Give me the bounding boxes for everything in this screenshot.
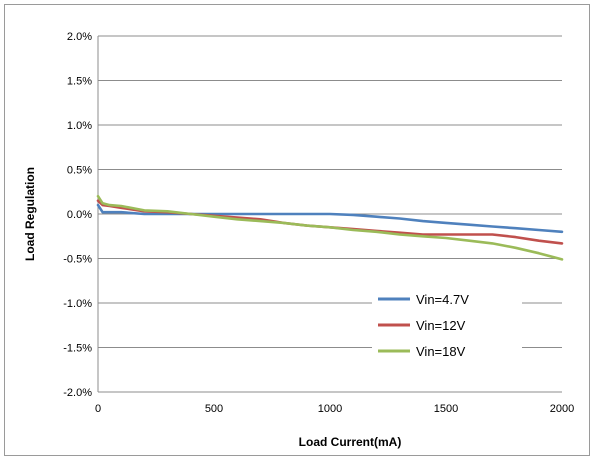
series-line (96, 199, 564, 245)
legend: Vin=4.7V Vin=12V Vin=18V (372, 285, 522, 371)
y-tick-label: 1.0% (67, 120, 92, 132)
series-line (96, 203, 564, 234)
y-tick-label: 0.0% (67, 209, 92, 221)
y-tick-label: -0.5% (63, 254, 92, 266)
y-axis-title: Load Regulation (23, 167, 37, 261)
x-axis-title: Load Current(mA) (299, 435, 402, 449)
y-tick-label: 0.5% (67, 165, 92, 177)
legend-label: Vin=4.7V (416, 292, 469, 307)
chart-frame (4, 4, 590, 456)
x-tick-labels: 0 500 1000 1500 2000 (95, 403, 574, 415)
y-tick-label: -1.5% (63, 343, 92, 355)
legend-label: Vin=18V (416, 344, 466, 359)
series-line (96, 194, 564, 261)
y-tick-label: 1.5% (67, 76, 92, 88)
x-tick-label: 1000 (318, 403, 342, 415)
y-tick-label: -1.0% (63, 298, 92, 310)
x-tick-label: 500 (205, 403, 223, 415)
x-tick-label: 2000 (550, 403, 574, 415)
series-lines (96, 194, 564, 261)
legend-label: Vin=12V (416, 318, 466, 333)
x-tick-label: 0 (95, 403, 101, 415)
y-tick-label: -2.0% (63, 387, 92, 399)
x-tick-label: 1500 (434, 403, 458, 415)
y-tick-labels: 2.0% 1.5% 1.0% 0.5% 0.0% -0.5% -1.0% -1.5% -2.0% (63, 31, 92, 399)
y-tick-label: 2.0% (67, 31, 92, 43)
